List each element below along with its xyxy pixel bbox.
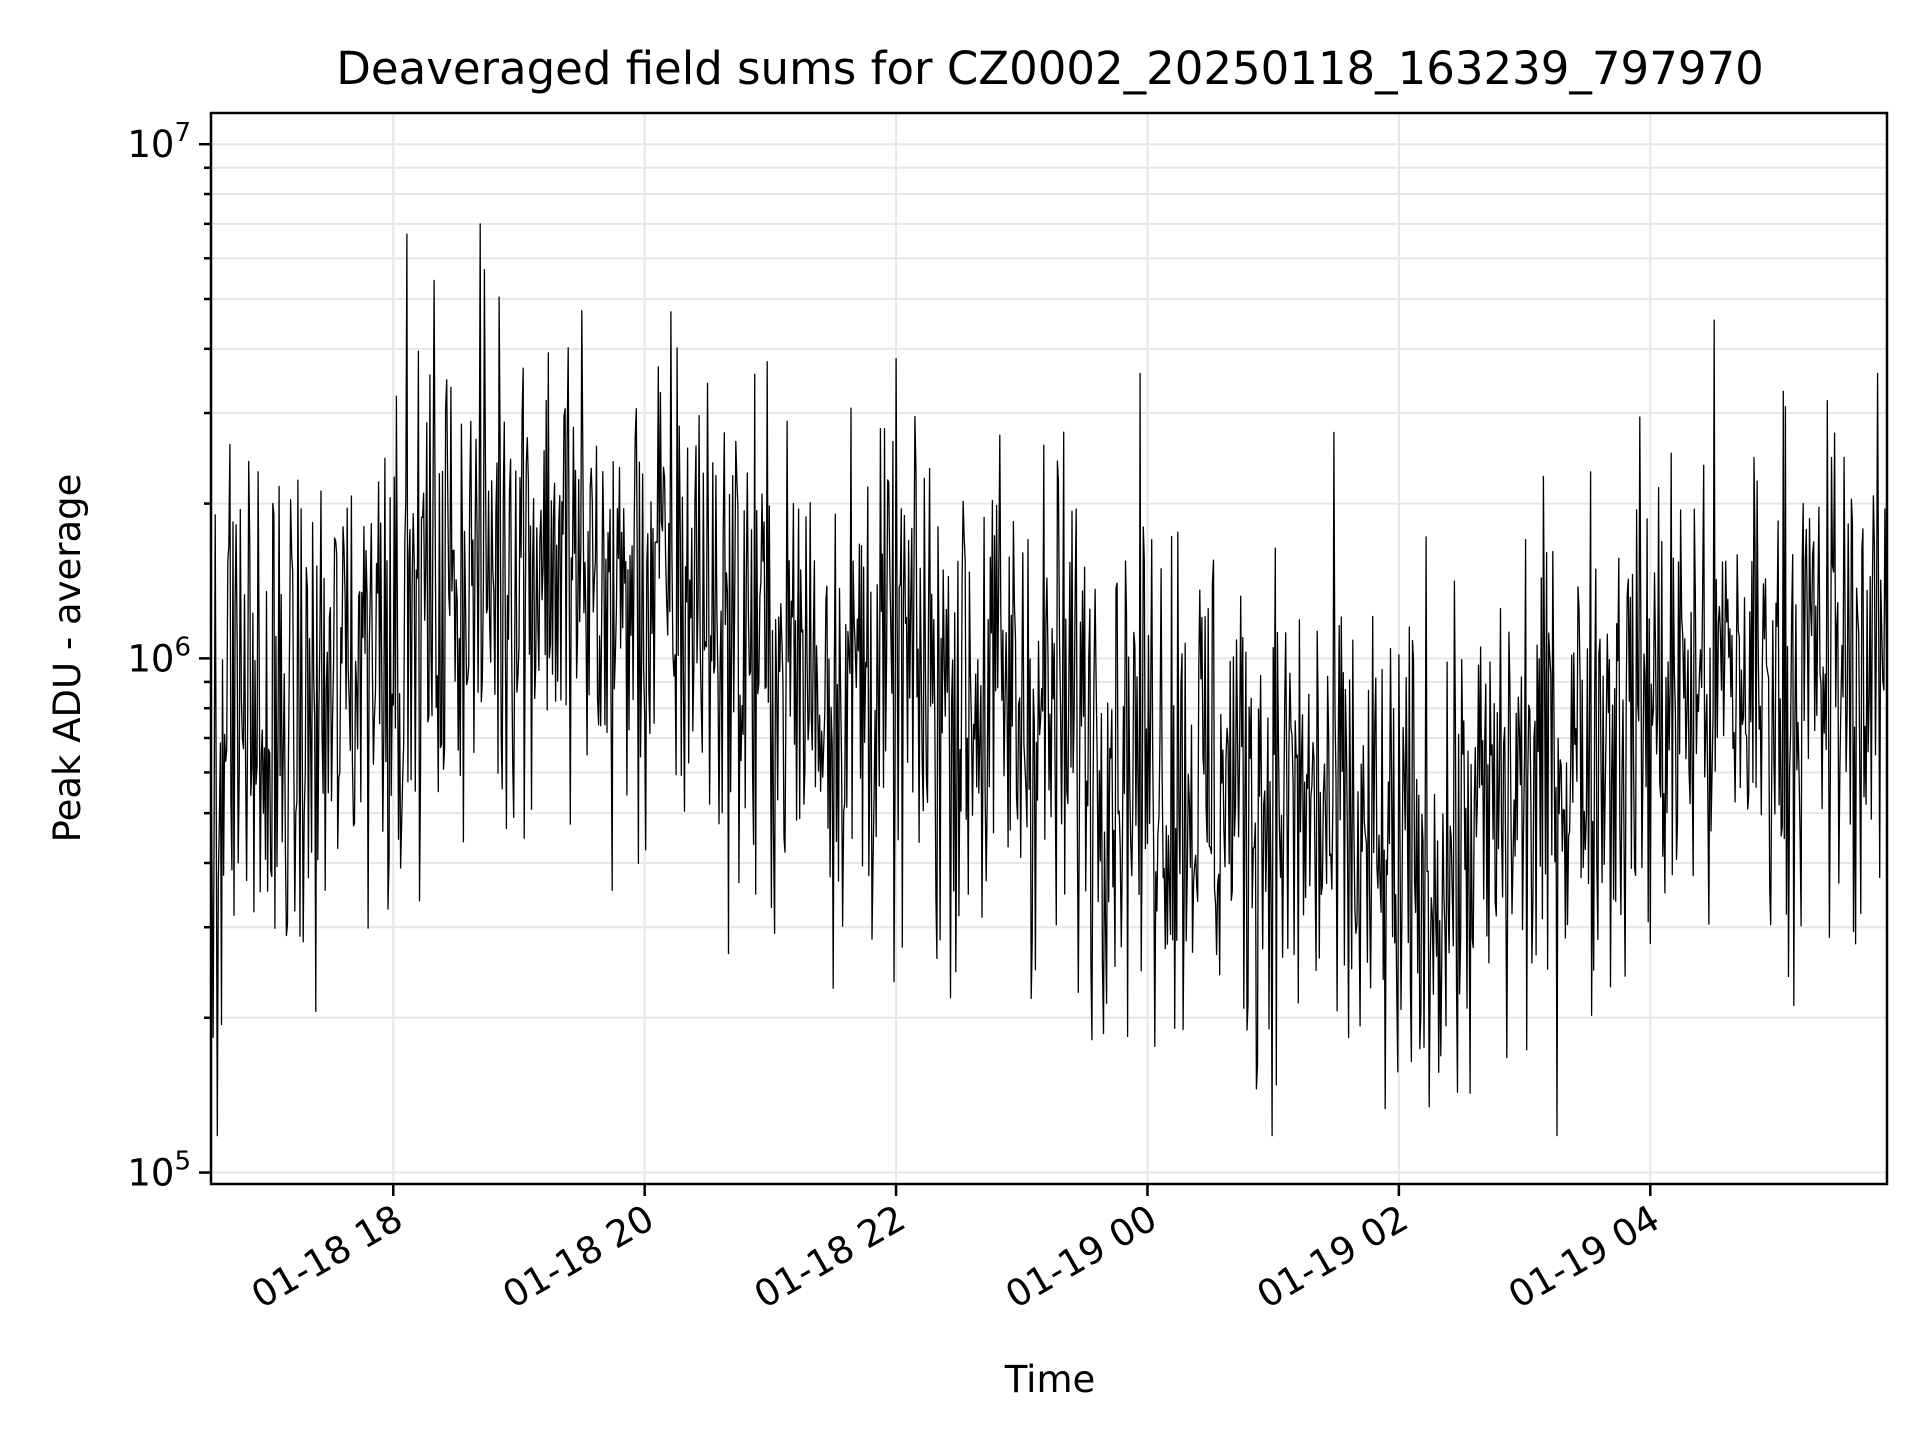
chart-title: Deaveraged field sums for CZ0002_2025011… — [336, 42, 1763, 95]
plot-frame — [209, 111, 1889, 1186]
y-tick-label: 107 — [127, 118, 191, 166]
series-layer — [210, 223, 1888, 1137]
y-tick-label: 105 — [127, 1147, 191, 1195]
series-line — [210, 223, 1888, 1137]
y-tick-label: 106 — [127, 632, 191, 680]
x-axis-label: Time — [1004, 1358, 1096, 1401]
grid-layer — [211, 113, 1887, 1184]
y-axis-label: Peak ADU - average — [46, 474, 89, 843]
